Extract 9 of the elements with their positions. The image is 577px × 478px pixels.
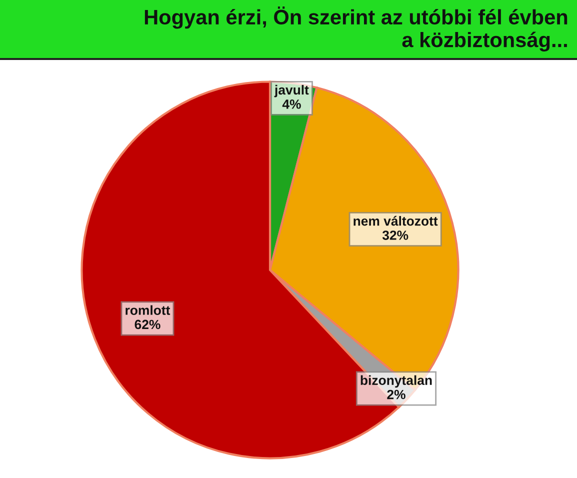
- data-label: 2%: [387, 390, 406, 400]
- slice-label: nem változott: [354, 216, 438, 226]
- slice-label: bizonytalan: [360, 375, 432, 388]
- chart-title: Hogyan érzi, Ön szerint az utóbbi fél évben a közbiztonság...: [144, 6, 568, 52]
- slice-label: romlott: [126, 305, 170, 315]
- data-label: 4%: [282, 100, 301, 109]
- data-label: 62%: [134, 320, 160, 330]
- slice-label: javult: [274, 84, 309, 98]
- data-label: 32%: [382, 230, 408, 240]
